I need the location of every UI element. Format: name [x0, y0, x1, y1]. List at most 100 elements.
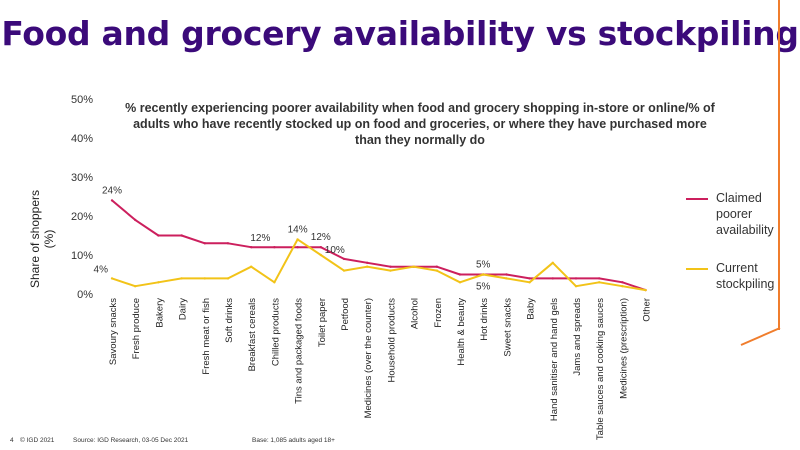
- data-point-claimed: [226, 242, 230, 245]
- data-point-claimed: [574, 277, 578, 280]
- x-tick-label: Tins and packaged foods: [294, 298, 305, 404]
- x-tick-label: Frozen: [433, 298, 444, 328]
- data-point-claimed: [621, 281, 624, 284]
- data-point-stockpiling: [505, 277, 508, 280]
- x-tick-label: Fresh meat or fish: [201, 298, 212, 375]
- y-tick-label: 0%: [77, 289, 93, 301]
- x-tick-label: Household products: [386, 298, 397, 383]
- x-tick-label: Petfood: [340, 298, 351, 331]
- y-tick-label: 30%: [71, 172, 93, 184]
- legend-label-stockpiling: Current stockpiling: [716, 261, 775, 291]
- y-tick-label: 20%: [71, 211, 93, 223]
- data-point-claimed: [296, 246, 299, 249]
- data-point-stockpiling: [180, 277, 183, 280]
- legend-swatch-claimed: [686, 198, 708, 200]
- data-point-claimed: [157, 234, 160, 237]
- x-tick-label: Toilet paper: [317, 298, 328, 347]
- data-point-stockpiling: [157, 281, 160, 284]
- data-point-stockpiling: [226, 277, 230, 280]
- data-point-claimed: [273, 246, 276, 249]
- x-tick-label: Savoury snacks: [108, 298, 119, 365]
- footer-base: Base: 1,085 adults aged 18+: [252, 437, 335, 444]
- data-point-stockpiling: [319, 253, 322, 257]
- page-title: Food and grocery availability vs stockpi…: [1, 14, 799, 53]
- data-point-claimed: [319, 246, 322, 249]
- y-tick-label: 50%: [71, 94, 93, 106]
- data-point-stockpiling: [366, 265, 369, 268]
- x-tick-label: Medicines (over the counter): [363, 298, 374, 418]
- data-label: 12%: [250, 233, 270, 244]
- data-label: 12%: [311, 232, 331, 243]
- data-point-stockpiling: [528, 281, 531, 284]
- x-tick-label: Fresh produce: [131, 298, 142, 359]
- x-tick-label: Table sauces and cooking sauces: [595, 298, 606, 440]
- x-tick-label: Health & beauty: [456, 298, 467, 366]
- data-point-claimed: [250, 246, 253, 249]
- footer-copyright: © IGD 2021: [20, 437, 55, 444]
- footer-page-number: 4: [10, 437, 14, 444]
- data-point-claimed: [505, 273, 508, 276]
- data-label: 14%: [288, 224, 308, 235]
- x-tick-label: Bakery: [154, 298, 165, 328]
- footer-source: Source: IGD Research, 03-05 Dec 2021: [73, 437, 189, 444]
- data-point-stockpiling: [250, 265, 253, 268]
- x-tick-label: Chilled products: [270, 298, 281, 366]
- legend-swatch-stockpiling: [686, 268, 708, 270]
- data-point-stockpiling: [574, 285, 578, 288]
- series-line-claimed: [111, 199, 646, 292]
- data-point-stockpiling: [296, 238, 299, 241]
- data-point-stockpiling: [598, 281, 601, 284]
- x-tick-label: Baby: [526, 298, 537, 320]
- data-point-stockpiling: [273, 281, 276, 284]
- decorative-accent-diagonal: [740, 327, 781, 346]
- legend-item-claimed: Claimed poorer availability: [686, 190, 788, 238]
- x-tick-label: Hot drinks: [479, 298, 490, 341]
- x-tick-label: Hand sanitiser and hand gels: [549, 298, 560, 421]
- data-point-claimed: [180, 234, 183, 237]
- data-point-claimed: [435, 265, 438, 268]
- data-point-claimed: [551, 277, 554, 280]
- data-point-stockpiling: [342, 269, 346, 272]
- x-tick-label: Alcohol: [410, 298, 421, 329]
- data-point-stockpiling: [551, 261, 554, 264]
- y-tick-label: 40%: [71, 133, 93, 145]
- data-point-claimed: [528, 277, 531, 280]
- x-tick-label: Jams and spreads: [572, 298, 583, 376]
- data-point-stockpiling: [412, 265, 415, 268]
- x-tick-label: Sweet snacks: [502, 298, 513, 357]
- data-point-claimed: [203, 242, 206, 245]
- data-point-stockpiling: [389, 269, 392, 272]
- data-label: 24%: [102, 185, 122, 196]
- data-point-claimed: [389, 265, 392, 268]
- data-point-stockpiling: [134, 285, 137, 288]
- data-point-claimed: [366, 261, 369, 264]
- x-tick-label: Medicines (prescription): [618, 298, 629, 399]
- decorative-accent-line: [778, 0, 780, 330]
- data-point-stockpiling: [203, 277, 206, 280]
- data-point-stockpiling: [435, 269, 438, 272]
- x-tick-label: Soft drinks: [224, 298, 235, 343]
- legend-label-claimed: Claimed poorer availability: [716, 191, 774, 237]
- data-point-stockpiling: [644, 288, 647, 292]
- series-line-stockpiling: [111, 238, 646, 292]
- data-label: 5%: [476, 282, 491, 293]
- x-tick-label: Breakfast cereals: [247, 298, 258, 372]
- data-label: 4%: [94, 264, 109, 275]
- data-point-claimed: [110, 199, 114, 202]
- data-point-claimed: [134, 218, 137, 222]
- data-point-stockpiling: [621, 285, 624, 288]
- data-label: 10%: [325, 245, 345, 256]
- y-tick-label: 10%: [71, 250, 93, 262]
- legend-item-stockpiling: Current stockpiling: [686, 260, 788, 292]
- x-tick-label: Dairy: [178, 298, 189, 320]
- data-label: 5%: [476, 260, 491, 271]
- data-point-stockpiling: [110, 277, 114, 280]
- data-point-stockpiling: [482, 273, 485, 276]
- chart-subtitle: % recently experiencing poorer availabil…: [125, 101, 715, 147]
- data-point-stockpiling: [458, 281, 462, 284]
- data-point-claimed: [342, 257, 346, 261]
- data-point-claimed: [598, 277, 601, 280]
- data-point-claimed: [458, 273, 462, 276]
- x-tick-label: Other: [642, 298, 653, 322]
